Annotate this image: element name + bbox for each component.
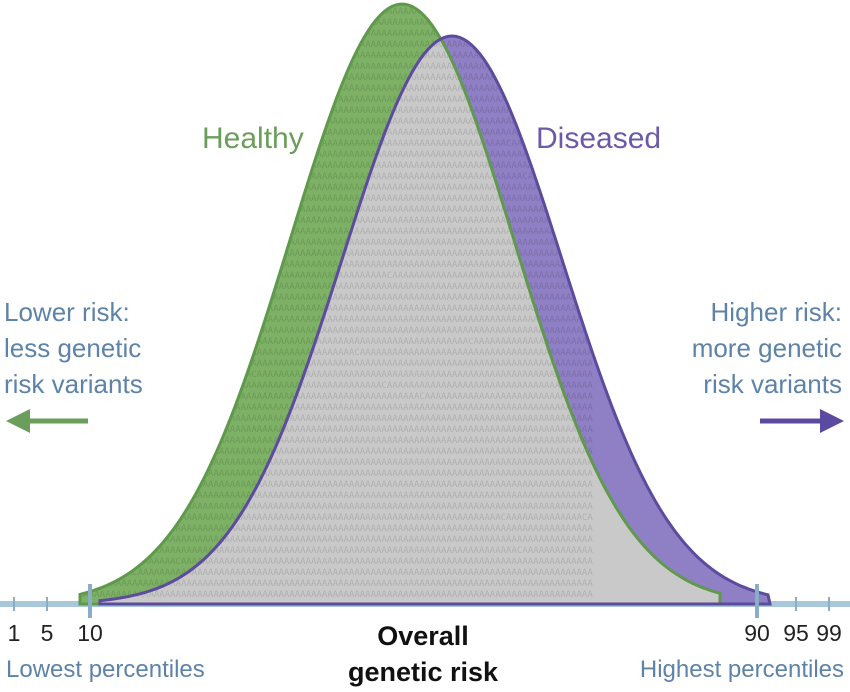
- texture-row: AAAAAAAAAAAAAAAAAAAAAAAAAAAAAAAAAAAAAAAA…: [78, 579, 593, 589]
- diseased-label: Diseased: [536, 122, 662, 155]
- texture-row: AAAAAAAAAAAAAAAAAAAAAAAAAAAAAAAAAAAAAAAA…: [78, 392, 593, 402]
- right-arrow: [760, 409, 844, 433]
- texture-row: AAAAAAAAAAAAAAAAAAAAAAAAAAAAAAAAAAAAAAAA…: [78, 62, 593, 72]
- lower-risk-line-1: Lower risk:: [4, 297, 130, 327]
- texture-row: AAAAAAAAAAAAAAAAAAAAAAAAAAAAAAAAAAAAAAAA…: [78, 172, 593, 182]
- lower-risk-line-2: less genetic: [4, 333, 142, 363]
- texture-row: AAAAAAAAAAAAAAAAAAAAAAAAAAAAAAAAAAAAAAAA…: [78, 194, 593, 204]
- texture-row: AAAAAAAAAACAAAAAAAAAAAAAAAAAAAAAAAAAAAAA…: [78, 18, 593, 28]
- lower-risk-note: Lower risk: less genetic risk variants: [4, 294, 143, 402]
- tick-label-1: 1: [7, 620, 21, 646]
- tick-label-99: 99: [816, 620, 842, 646]
- texture-row: AAAAAAAAAAAAAAAAAAAAAAAAAAAAAAAAAAAAAAAA…: [78, 326, 593, 336]
- texture-row: AAAAAAAAAAAAAAAAAAAAAAAAAAAAAAAAAAAAAAAA…: [78, 304, 593, 314]
- texture-row: AAAAAAAAAAAAAAAAAAAAAAAAAAAAAAAAAAAAAAAA…: [78, 106, 593, 116]
- higher-risk-line-3: risk variants: [703, 369, 842, 399]
- texture-row: AAAAAAAAAAAAAAAAAAAAAAAAAAAAAAAAAAAAAAAA…: [78, 282, 593, 292]
- texture-row: AAAAAAAAAAAAAAAAAAAAAAAAAAAAAAAAAAAAAAAA…: [78, 447, 593, 457]
- texture-row: AAAAAAAAAAAAAAAAAAAAAAAAAAAAAAAAAAAAAAAA…: [78, 183, 593, 193]
- texture-row: AAAAAAAAAAAAAAAAAAAAAAAAAAAAAAAAAAAAACAA…: [78, 84, 593, 94]
- tick-label-5: 5: [40, 620, 54, 646]
- diseased-curve-outline: [98, 34, 772, 606]
- texture-row: AAAAAAAAAAAAAAAAAAAAAAAAAAAAAAAAAAAAAAAA…: [78, 436, 593, 446]
- texture-row: AAAAAAAAAAAAAAAAAAAAAAAAAAAAAAAAAAAAAAAA…: [78, 205, 593, 215]
- texture-row: AAAAAAAAAAAAAAAAAAAAAAAAAAAAAAAAAAACAAAA…: [78, 73, 593, 83]
- left-arrow: [6, 409, 88, 433]
- texture-row: AAAAAAAAAAAAAAAAAAAACAAAAAAAAAAAAAAAAAAA…: [78, 29, 593, 39]
- axis-ticks: [13, 584, 830, 618]
- tick-label-90: 90: [744, 620, 770, 646]
- texture-row: AAAAAAAAAAAAAAAAAAAAAAAAAAAAAAAAAAAAAAAA…: [78, 491, 593, 501]
- texture-row: AAAAAAAAAAAAAAAAAAAAAAAAAAAAAAAAACAAAAAA…: [78, 469, 593, 479]
- texture-row: AAAAAAAAAAAAAAAAAAAAAAAAAAAAAAAAAAAAAAAA…: [78, 337, 593, 347]
- texture-row: AAAAAAAAAAAAAAAAAAAAAAAAAAAAAAAAAAAAAAAA…: [78, 403, 593, 413]
- texture-row: AAAAAAAAAACAAAAAAAAAAAAAAAAAAAAAAAAAAAAA…: [78, 568, 593, 578]
- texture-row: AAAAAAAAAAAAAAAAAAAAAAAAAAAAAAAAAAAAAAAA…: [78, 414, 593, 424]
- texture-row: AAAAAAAAAAAAAAAAAAAAAAAAAAAAAAAAAAAAAAAA…: [78, 40, 593, 50]
- texture-row: AAAAAAAAAAAAAAAAAACAAAAAAAAAAAAAAAAAAAAA…: [78, 557, 593, 567]
- texture-row: AAAAAAAAAAAAAAAAAAAAAAAAAAAAAAAAAAAAAAAA…: [78, 359, 593, 369]
- texture-row: AAAAAAAAAAAAAAAAAAAAAAAAAAAAAAAAAAAAAAAA…: [78, 590, 593, 600]
- texture-row: AAAAAAAAAAAAAACAAAAAAAAAAAAAAAAAAAAAAAAA…: [78, 480, 593, 490]
- texture-row: AAAAAAAAAAAAAAAAAAAAAAAAAAAAAAAAAAAAAAAA…: [78, 524, 593, 534]
- dna-sequence-texture: AAAAAAAAAAAAAAAAAAAAAAAAAAAAAAAAAAAAAAAA…: [78, 7, 593, 600]
- texture-row: AAAAAAAAAAAAAAAAAAAAAAAAAAAAAAAAAAAAAAAA…: [78, 546, 593, 556]
- texture-row: AAAAAAAAAAAAAAAAAAAAAAAAAAAAAAAACAAAAAAA…: [78, 370, 593, 380]
- texture-row: AAAAAAAAAAAAAAAAAAAAAAAAAAAAAAAAAAAAAAAA…: [78, 381, 593, 391]
- axis-title-line-1: Overall: [377, 621, 469, 651]
- texture-row: AAAAAAAAAAAAAAAAAAAAAAAAAAAAAAAAAAAAAAAA…: [78, 502, 593, 512]
- texture-row: AAAAAAAAAAAAAAAAAAAAAAAAAAAAAAAAAAAAAAAA…: [78, 260, 593, 270]
- higher-risk-note: Higher risk: more genetic risk variants: [692, 294, 842, 402]
- texture-row: AAAACAAAAAAAAAAAAAAAAAAAAAAAAAAAAAAAAAAA…: [78, 150, 593, 160]
- lowest-percentiles-label: Lowest percentiles: [6, 656, 205, 683]
- texture-row: AAAAAAAAAAAAAAAAAAAAAAAAAAAAAAAAAAAAAAAA…: [78, 7, 593, 17]
- texture-row: AAAAAAAAAAAAAAAAAAAAAAAAAAAAAAAAAAAAAAAA…: [78, 513, 593, 523]
- texture-row: AAAAAAAAAAAAAAAAAAAAAAAAAAAAAAAAAAAAAAAA…: [78, 293, 593, 303]
- texture-row: AAAAAAAAAAAAAAAAAAAAAAACAAAAAAAAAAAAAAAA…: [78, 249, 593, 259]
- texture-row: AAAAAAAAAAAAAAAAAAAAAAAAAAAAAAAAAAAAAAAA…: [78, 458, 593, 468]
- texture-row: AAAAAAAAAAAAAAAAAAAAAAAAAAAAAAAAAAAAAAAA…: [78, 535, 593, 545]
- texture-row: AAAAAAAAAAAAAAAAAAAAAAAAAAAAAAAAAAAAAAAA…: [78, 128, 593, 138]
- texture-row: AAAAAAAAAAAAAAAAAAAAAAAAAAAAAAAAAAAAAAAA…: [78, 238, 593, 248]
- texture-row: AAAAAAAAAAAAAAAAAAAAAAAAAAAAAAAAAAAAAAAA…: [78, 227, 593, 237]
- texture-row: AAAAAAAAAAAAAAAAAAAAAAAAAAAAAAAAAAAAAAAA…: [78, 117, 593, 127]
- healthy-curve-outline: [78, 2, 722, 606]
- lower-risk-line-3: risk variants: [4, 369, 143, 399]
- texture-row: AAAAAAAAAAAAAAAAAAAAAAAAAAAAAAAAAAAAAAAA…: [78, 348, 593, 358]
- healthy-label: Healthy: [202, 122, 304, 155]
- higher-risk-line-1: Higher risk:: [710, 297, 842, 327]
- tick-label-10: 10: [77, 620, 103, 646]
- texture-row: AAAAAAAAAAAAAAAAAAAAAAAAAAAAAAAAAAACAAAA…: [78, 51, 593, 61]
- axis-title: Overall genetic risk: [348, 618, 498, 690]
- higher-risk-line-2: more genetic: [691, 333, 842, 363]
- texture-row: AAAAAAAAAAAAACAAAAAAAAAAAAAAAAAAAAAAAAAA…: [78, 139, 593, 149]
- texture-row: AAAAAAAAAAAAAAAAAAAAAAAAAAAAAAAAAAAAAAAA…: [78, 425, 593, 435]
- texture-row: AAAAAAAAAAAAAAAAAAAAAAAAAAAAAAAAAAAAAAAA…: [78, 161, 593, 171]
- highest-percentiles-label: Highest percentiles: [639, 656, 844, 683]
- tick-label-95: 95: [783, 620, 809, 646]
- texture-row: AAAAAAAAAAAAAAAAAAAAAAAAAAAAAAAAAAAAAAAC…: [78, 216, 593, 226]
- texture-row: AAAAAAAAAAAAAAAAAAAAAAAAAAAAAAAAAAAAAAAA…: [78, 315, 593, 325]
- axis-title-line-2: genetic risk: [347, 657, 499, 687]
